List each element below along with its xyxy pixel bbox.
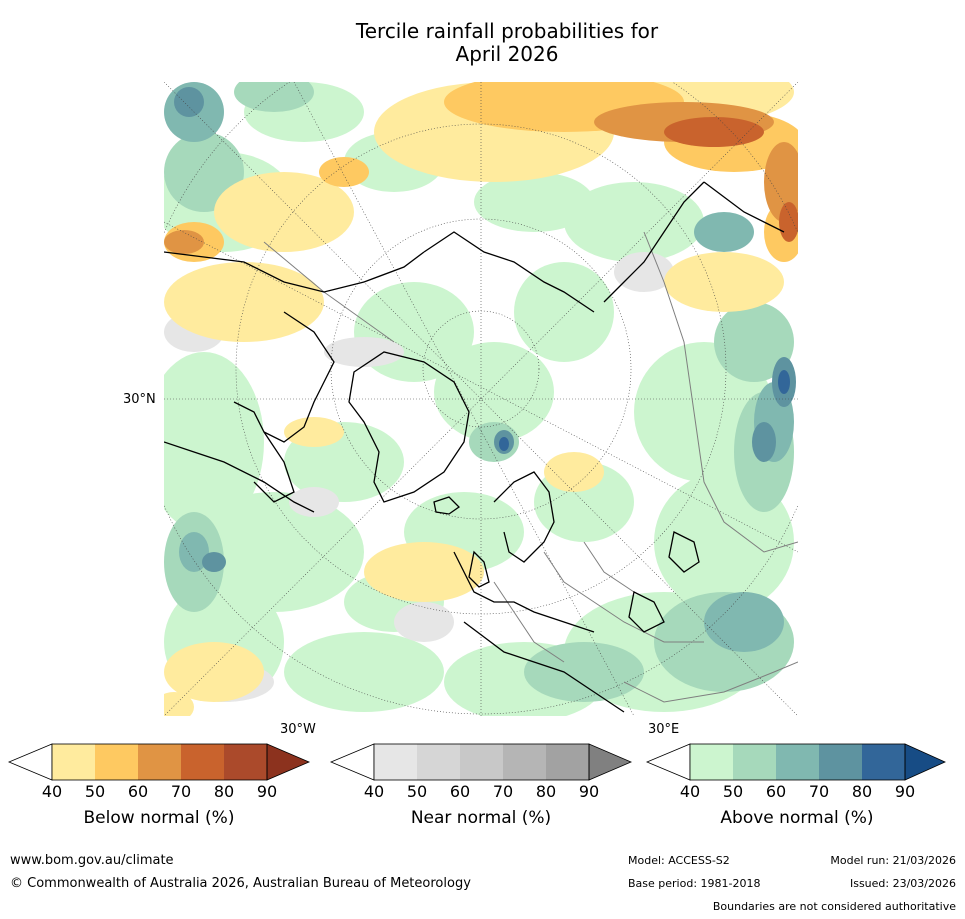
colorbar-above-svg xyxy=(645,743,946,781)
country-borders xyxy=(263,231,798,703)
lat-label-30n: 30°N xyxy=(123,392,156,407)
colorbar-near-label: Near normal (%) xyxy=(410,808,552,828)
colorbar-above-segment-5 xyxy=(862,744,905,780)
colorbar-near-segment-2 xyxy=(417,744,460,780)
colorbar-above-high-arrow xyxy=(904,743,946,781)
probability-field xyxy=(164,82,798,716)
colorbar-near-low-arrow xyxy=(329,743,375,781)
colorbar-near-svg xyxy=(329,743,633,781)
below-tick-90: 90 xyxy=(256,782,278,801)
colorbar-above-normal xyxy=(645,743,947,781)
colorbar-above-low-arrow xyxy=(645,743,691,781)
colorbar-below-normal xyxy=(7,743,311,781)
below-tick-80: 80 xyxy=(213,782,235,801)
below-tick-60: 60 xyxy=(127,782,149,801)
map-title: Tercile rainfall probabilities for April… xyxy=(0,20,965,66)
below-tick-40: 40 xyxy=(41,782,63,801)
colorbar-near-segment-3 xyxy=(460,744,503,780)
above-tick-40: 40 xyxy=(679,782,701,801)
lon-label-30e: 30°E xyxy=(648,722,680,737)
colorbar-below-low-arrow xyxy=(7,743,53,781)
near-tick-90: 90 xyxy=(578,782,600,801)
colorbar-below-segment-3 xyxy=(138,744,181,780)
colorbar-below-svg xyxy=(7,743,311,781)
above-tick-80: 80 xyxy=(851,782,873,801)
above-tick-90: 90 xyxy=(894,782,916,801)
colorbar-near-high-arrow xyxy=(588,743,633,781)
colorbar-near-normal xyxy=(329,743,633,781)
title-line-2: April 2026 xyxy=(455,42,559,66)
below-tick-50: 50 xyxy=(84,782,106,801)
near-tick-50: 50 xyxy=(406,782,428,801)
issued-date: Issued: 23/03/2026 xyxy=(849,877,956,890)
colorbar-below-label: Below normal (%) xyxy=(83,808,235,828)
near-tick-70: 70 xyxy=(492,782,514,801)
colorbar-below-segment-2 xyxy=(95,744,138,780)
below-tick-70: 70 xyxy=(170,782,192,801)
colorbar-below-segment-1 xyxy=(52,744,95,780)
colorbar-below-segment-5 xyxy=(224,744,267,780)
bom-url-link[interactable]: www.bom.gov.au/climate xyxy=(10,853,174,868)
colorbar-above-segment-3 xyxy=(776,744,819,780)
above-tick-60: 60 xyxy=(765,782,787,801)
colorbar-near-segment-1 xyxy=(374,744,417,780)
model-name: Model: ACCESS-S2 xyxy=(628,854,730,867)
boundaries-disclaimer: Boundaries are not considered authoritat… xyxy=(712,900,956,913)
coastlines xyxy=(164,181,785,713)
colorbar-above-label: Above normal (%) xyxy=(720,808,874,828)
near-tick-60: 60 xyxy=(449,782,471,801)
above-tick-50: 50 xyxy=(722,782,744,801)
colorbar-below-segment-4 xyxy=(181,744,224,780)
colorbar-near-segment-4 xyxy=(503,744,546,780)
colorbar-below-high-arrow xyxy=(266,743,311,781)
colorbar-above-segment-2 xyxy=(733,744,776,780)
colorbar-above-segment-4 xyxy=(819,744,862,780)
title-line-1: Tercile rainfall probabilities for xyxy=(355,19,659,43)
copyright-text: © Commonwealth of Australia 2026, Austra… xyxy=(10,876,471,891)
model-run-date: Model run: 21/03/2026 xyxy=(830,854,956,867)
colorbar-near-segment-5 xyxy=(546,744,589,780)
near-tick-40: 40 xyxy=(363,782,385,801)
map-svg xyxy=(164,82,798,716)
above-tick-70: 70 xyxy=(808,782,830,801)
colorbar-above-segment-1 xyxy=(690,744,733,780)
lon-label-30w: 30°W xyxy=(280,722,316,737)
rainfall-probability-map xyxy=(164,82,798,716)
base-period: Base period: 1981-2018 xyxy=(628,877,761,890)
near-tick-80: 80 xyxy=(535,782,557,801)
